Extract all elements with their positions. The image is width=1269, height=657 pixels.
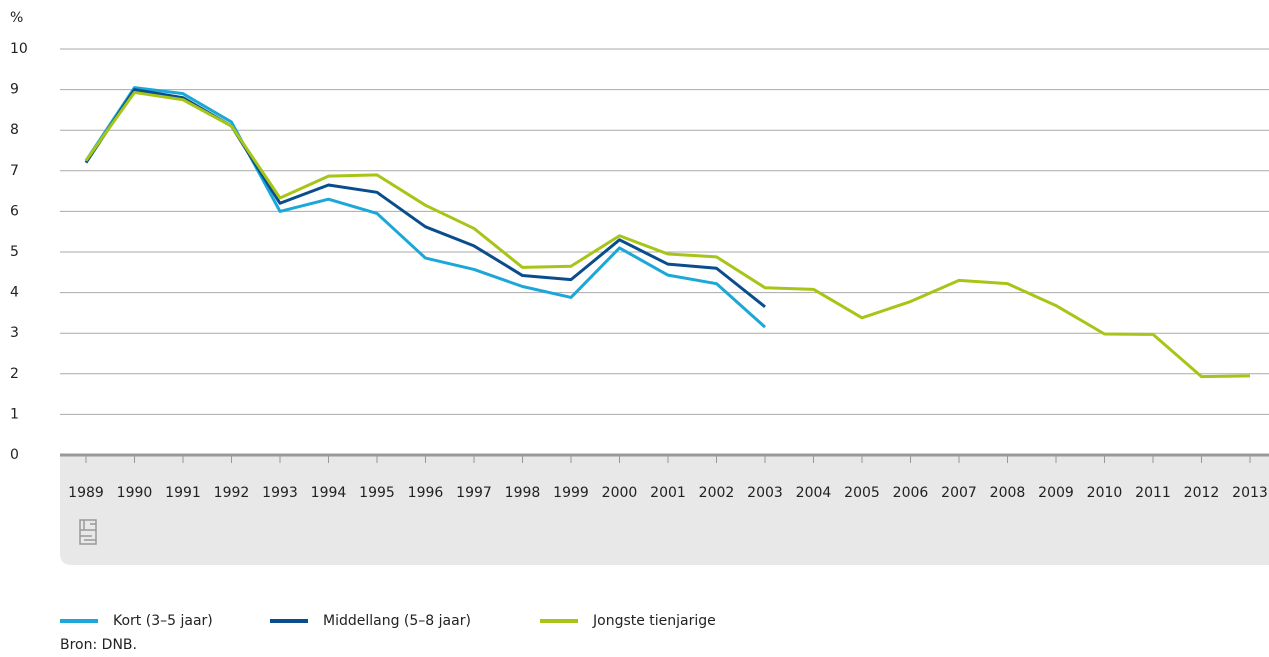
x-tick-label: 2001	[650, 485, 686, 501]
y-tick-label: 3	[10, 325, 19, 341]
x-tick-label: 1995	[359, 485, 395, 501]
y-tick-label: 7	[10, 163, 19, 179]
axis-band	[60, 455, 1269, 565]
x-tick-label: 1996	[408, 485, 444, 501]
x-tick-label: 1992	[214, 485, 250, 501]
y-tick-label: 5	[10, 244, 19, 260]
x-tick-label: 1998	[505, 485, 541, 501]
x-tick-label: 2003	[747, 485, 783, 501]
y-tick-label: 10	[10, 41, 28, 57]
series-line	[84, 86, 767, 329]
x-tick-label: 2010	[1087, 485, 1123, 501]
x-tick-label: 1991	[165, 485, 201, 501]
x-tick-label: 2011	[1135, 485, 1171, 501]
x-tick-label: 2009	[1038, 485, 1074, 501]
y-tick-label: 1	[10, 406, 19, 422]
y-tick-label: 8	[10, 122, 19, 138]
y-tick-label: 6	[10, 203, 19, 219]
x-tick-label: 2007	[941, 485, 977, 501]
source: Bron: DNB.	[60, 637, 137, 653]
legend-label: Jongste tienjarige	[592, 613, 716, 629]
x-tick-label: 1989	[68, 485, 104, 501]
y-tick-label: 4	[10, 285, 19, 301]
y-tick-label: 0	[10, 447, 19, 463]
x-tick-label: 2012	[1184, 485, 1220, 501]
x-tick-label: 2002	[699, 485, 735, 501]
x-tick-label: 1999	[553, 485, 589, 501]
x-tick-label: 1994	[311, 485, 347, 501]
x-tick-label: 2013	[1232, 485, 1268, 501]
x-tick-label: 2000	[602, 485, 638, 501]
legend-label: Kort (3–5 jaar)	[113, 613, 213, 629]
x-tick-label: 2008	[990, 485, 1026, 501]
x-tick-label: 2005	[844, 485, 880, 501]
y-tick-label: 2	[10, 366, 19, 382]
legend-label: Middellang (5–8 jaar)	[323, 613, 471, 629]
logo	[79, 519, 97, 545]
x-tick-label: 1997	[456, 485, 492, 501]
x-tick-label: 2004	[796, 485, 832, 501]
y-unit: %	[10, 10, 23, 26]
series-line	[84, 88, 766, 308]
x-tick-label: 2006	[893, 485, 929, 501]
x-tick-label: 1993	[262, 485, 298, 501]
x-tick-label: 1990	[117, 485, 153, 501]
series-line	[84, 90, 1251, 379]
y-tick-label: 9	[10, 82, 19, 98]
